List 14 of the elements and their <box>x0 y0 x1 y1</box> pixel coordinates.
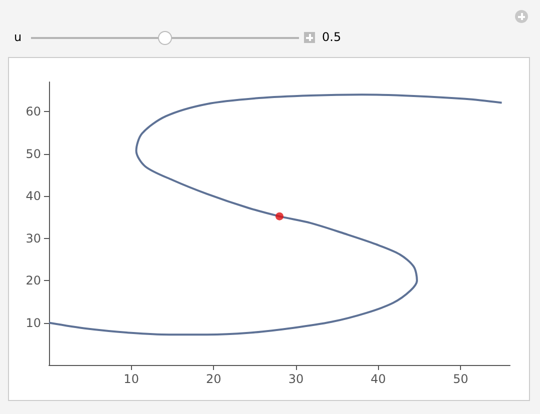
y-tick-label: 60 <box>26 104 41 119</box>
y-tick-label: 30 <box>26 231 41 246</box>
y-tick-label: 40 <box>26 189 41 204</box>
line-series <box>48 94 503 336</box>
text: 0.5 <box>322 30 342 44</box>
x-tick-label: 10 <box>124 372 139 386</box>
y-tick-label: 50 <box>26 146 41 161</box>
y-tick-label: 20 <box>26 274 41 288</box>
x-tick-label: 30 <box>288 372 304 386</box>
x-tick-label: 20 <box>206 372 222 386</box>
x-tick-label: 40 <box>370 372 386 386</box>
text: u <box>14 30 22 44</box>
y-tick-label: 10 <box>26 316 41 330</box>
x-tick-label: 50 <box>452 372 468 386</box>
